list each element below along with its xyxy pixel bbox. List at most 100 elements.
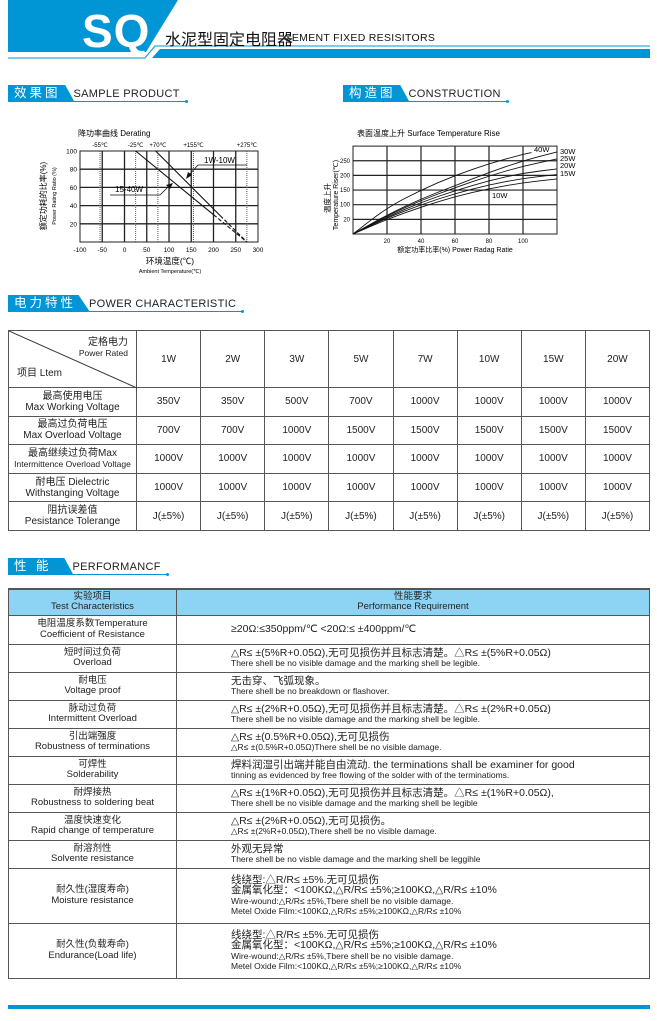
y-axis-label-cn: 额定功耗的比率(%) [38,161,48,230]
row-label-cn: 最高继续过负荷Max [28,447,117,459]
table-row: 脉动过负荷 Intermittent Overload △R≤ ±(2%R+0.05… [8,699,650,729]
table-cell: 350V [200,387,266,417]
y-tick-label: 80 [70,167,78,174]
row-label: 阻抗误差值 Pesistance Tolerange [8,501,137,531]
page-title-en: CEMENT FIXED RESISITORS [284,32,436,44]
derating-chart: 降功率曲线 Derating -100 -50 0 50 100 150 200 250 300 2… [38,128,264,275]
page-title-cn: 水泥型固定电阻器 [165,32,294,49]
series-line [155,150,221,216]
requirement-line: ≥20Ω:≤350ppm/℃ <20Ω:≤ ±400ppm/℃ [231,623,417,636]
table-row: 耐久性(负载寿命) Endurance(Load life) 线绕型:△R/R≤ ±… [8,922,650,979]
y-tick-label: 20 [343,217,350,223]
table-row: 阻抗误差值 Pesistance Tolerange J(±5%) J(±5%) J(±… [8,501,651,531]
test-item: 温度快速变化 Rapid change of temperature [8,811,177,841]
table-cell: 700V [135,415,202,446]
table-row: 短时间过负荷 Overload △R≤ ±(5%R+0.05Ω),无可见损伤并且标志… [8,643,650,673]
table-cell: 1000V [200,444,266,474]
y-axis-label-cn: 温度上升 [322,183,332,213]
corner-top-en: Power Rated [78,348,128,358]
series-label: 1W-10W [204,156,235,165]
requirement-line: There shell be no visible damage and the… [231,658,481,668]
table-cell: J(±5%) [328,501,394,531]
test-item: 可焊性 Solderability [8,755,177,785]
table-cell: J(±5%) [392,501,458,531]
table-cell: 1000V [264,415,330,446]
reference-label: -25℃ [128,143,144,149]
table-cell: 700V [328,387,394,417]
table-row: 可焊性 Solderability 焊料润湿引出端并能自由流动. the termi… [8,755,650,785]
table-row: 耐电压 Voltage proof 无击穿、飞弧现象。 There shell be … [8,671,650,701]
series-line [352,178,558,235]
temperature-rise-chart: 表面温度上升 Surface Temperature Rise 20 40 60 80 1… [322,128,576,254]
requirement-line: 外观无异常 [231,842,284,855]
section-label-en: PERFORMANCF [69,560,169,576]
x-tick-label: 80 [486,239,493,245]
x-tick-label: 40 [418,239,425,245]
series-label: 25W [560,154,576,163]
row-label: 最高使用电压 Max Working Voltage [8,387,137,417]
reference-label: +275℃ [237,143,258,149]
requirement-line: 线绕型:△R/R≤ ±5%.无可见损伤 [231,873,380,886]
reference-label: +70℃ [149,143,166,149]
chart-title: 表面温度上升 Surface Temperature Rise [357,128,501,138]
test-item-en: Coefficient of Resistance [40,628,145,640]
requirement-line: △R≤ ±(2%R+0.05Ω),无可见损伤并且标志清楚。△R≤ ±(2%R+0… [231,702,551,715]
x-tick-label: -50 [98,247,108,254]
column-header: 7W [392,330,458,388]
row-label-en: Withstanging Voltage [25,487,120,499]
table-cell: 1000V [456,444,522,474]
table-row: 最高过负荷电压 Max Overload Voltage 700V 700V 1000V… [8,415,651,446]
x-tick-label: 200 [208,247,219,254]
test-item: 电阻温度系数Temperature Coefficient of Resistan… [8,614,177,645]
test-item-cn: 短时间过负荷 [63,646,121,658]
y-axis-label-en: Temperature Riser(℃) [333,160,340,230]
table-cell: 1000V [264,472,330,503]
requirement-line: Wire-wound:△R/R≤ ±5%,Tbere shell be no v… [231,950,454,961]
table-cell: J(±5%) [520,501,586,531]
corner-header-cell: 定格电力 Power Rated 项目 Ltem [8,330,137,388]
requirement-line: There shell be no visible damage and the… [231,798,478,808]
requirement-line: There shell be no visible damage and the… [231,714,481,724]
series-line [352,152,532,235]
table-cell: 1000V [584,444,651,474]
table-cell: 1000V [328,444,394,474]
requirement: △R≤ ±(1%R+0.05Ω),无可见损伤并且标志清楚。△R≤ ±(1%R+0… [176,783,650,813]
x-tick-label: 250 [230,247,241,254]
row-label-cn: 最高过负荷电压 [37,419,108,431]
table-cell: 1500V [456,415,522,446]
requirement: 线绕型:△R/R≤ ±5%.无可见损伤 金属氧化型：<100KΩ,△R/R≤ ±5… [176,922,650,979]
requirement-line: 金属氧化型：<100KΩ,△R/R≤ ±5%;≥100KΩ,△R/R≤ ±10% [231,939,497,951]
y-tick-label: 150 [340,188,351,194]
test-item-cn: 引出端强度 [68,730,117,742]
series-label: 30W [560,147,576,156]
y-tick-label: 200 [340,173,351,179]
test-item-cn: 可焊性 [78,758,107,770]
requirement-line: 无击穿、飞弧现象。 [231,674,326,687]
table-cell: 1000V [328,472,394,503]
corner-top-cn: 定格电力 [88,337,128,348]
table-row: 耐焊接热 Robustness to soldering beat △R≤ ±(1%… [8,783,650,813]
x-tick-label: 20 [384,239,391,245]
annotation-leader [188,164,247,176]
table-row: 耐电压 Dielectric Withstanging Voltage 1000V 1… [8,472,651,503]
y-tick-label: 20 [70,221,78,228]
requirement-line: Metel Oxide Film:<100KΩ,△R/R≤ ±5%;≥100KΩ… [231,961,462,971]
column-header: 2W [200,330,266,388]
test-item-cn: 脉动过负荷 [68,702,117,714]
test-item-en: Robustness of terminations [34,741,151,752]
header-cn: 实验项目 [73,590,112,602]
table-cell: 1000V [135,472,202,503]
diagonal-divider [9,331,137,388]
requirement-line: 金属氧化型：<100KΩ,△R/R≤ ±5%;≥100KΩ,△R/R≤ ±10% [231,884,497,896]
requirement: 无击穿、飞弧现象。 There shell be no breakdown or … [176,671,650,701]
y-axis-label-en: Power Rating Ratio (%) [52,167,58,225]
x-tick-label: 50 [143,247,151,254]
reference-label: -55℃ [92,143,108,149]
test-item-en: Intermittent Overload [48,713,137,724]
test-item: 引出端强度 Robustness of terminations [8,727,177,757]
table-cell: 1000V [520,387,586,417]
header-en: Test Characteristics [51,601,134,613]
table-cell: 350V [135,387,202,417]
column-header: 15W [520,330,586,388]
series-line [135,150,214,216]
